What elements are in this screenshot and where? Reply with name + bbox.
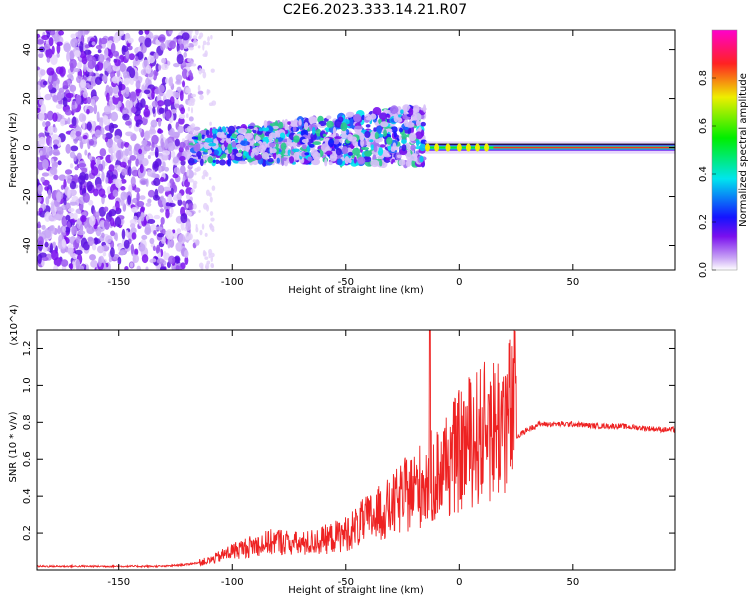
- y-tick-label: -20: [22, 188, 33, 204]
- colorbar-scale: [712, 30, 737, 270]
- spectrogram-image: [37, 30, 675, 270]
- y-tick-label: 0.6: [22, 451, 33, 467]
- x-tick-label: -150: [107, 277, 130, 288]
- x-tick-label: 0: [456, 277, 462, 288]
- colorbar-ticks: 0.0 0.2 0.4 0.6 0.8: [698, 70, 716, 278]
- spectrogram-panel: -150 -100 -50 0 50 -40 -20 0 20 40 Height of str…: [8, 29, 676, 296]
- x-tick-label: 50: [566, 577, 579, 588]
- y-tick-label: 0.2: [22, 525, 33, 541]
- y-tick-label: 0: [22, 144, 33, 150]
- colorbar-label: Normalized spectral amplitude: [738, 73, 749, 227]
- colorbar-tick-label: 0.6: [698, 118, 709, 134]
- snr-series-line: [37, 330, 675, 569]
- colorbar-tick-label: 0.8: [698, 70, 709, 86]
- x-tick-label: -50: [338, 577, 354, 588]
- snr-frame: [36, 329, 676, 571]
- snr-x-label: Height of straight line (km): [288, 585, 424, 596]
- x-tick-label: -100: [221, 577, 244, 588]
- x-tick-label: 50: [566, 277, 579, 288]
- y-tick-label: 20: [22, 92, 33, 105]
- snr-panel: -150 -100 -50 0 50 0.2 0.4 0.6 0.8 1.0 1.2 Height…: [8, 304, 676, 596]
- snr-y-multiplier: (x10^4): [9, 304, 20, 345]
- x-tick-label: -50: [338, 277, 354, 288]
- colorbar: 0.0 0.2 0.4 0.6 0.8 Normalized spectral ampl…: [698, 29, 749, 278]
- y-tick-label: 40: [22, 43, 33, 56]
- snr-y-ticks: 0.2 0.4 0.6 0.8 1.0 1.2: [22, 341, 675, 541]
- y-tick-label: 1.2: [22, 341, 33, 357]
- snr-y-label: SNR (10 * v/v): [8, 411, 19, 482]
- x-tick-label: 0: [456, 577, 462, 588]
- y-tick-label: 0.4: [22, 488, 33, 504]
- spectrogram-x-label: Height of straight line (km): [288, 285, 424, 296]
- y-tick-label: -40: [22, 237, 33, 253]
- x-tick-label: -100: [221, 277, 244, 288]
- x-tick-label: -150: [107, 577, 130, 588]
- spectrogram-x-ticks: -150 -100 -50 0 50: [107, 30, 579, 288]
- spectrogram-frame: [36, 29, 676, 271]
- colorbar-tick-label: 0.2: [698, 214, 709, 230]
- spectrogram-y-ticks: -40 -20 0 20 40: [22, 43, 675, 254]
- spectrogram-y-label: Frequency (Hz): [8, 112, 19, 188]
- snr-x-ticks: -150 -100 -50 0 50: [107, 330, 579, 588]
- chart-title: C2E6.2023.333.14.21.R07: [282, 2, 468, 18]
- colorbar-frame: [711, 29, 738, 271]
- colorbar-tick-label: 0.4: [698, 166, 709, 182]
- colorbar-tick-label: 0.0: [698, 262, 709, 278]
- y-tick-label: 1.0: [22, 377, 33, 393]
- y-tick-label: 0.8: [22, 414, 33, 430]
